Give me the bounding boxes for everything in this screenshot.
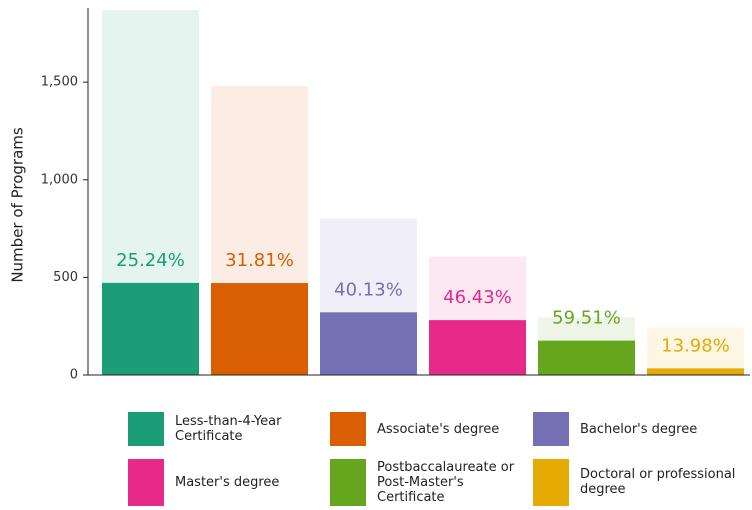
y-tick-label: 0 (70, 368, 78, 383)
legend-item: Doctoral or professional degree (533, 458, 750, 506)
bar (647, 368, 744, 375)
legend-item: Associate's degree (330, 412, 537, 446)
percent-label: 25.24% (116, 250, 185, 271)
percent-label: 40.13% (334, 279, 403, 300)
legend-swatch (533, 412, 569, 446)
percent-label: 46.43% (443, 287, 512, 308)
legend-label: Master's degree (175, 474, 280, 490)
chart: Number of Programs 0 500 1,000 1,500 25.24% 3… (9, 8, 750, 383)
y-tick-label: 500 (53, 270, 78, 285)
legend-swatch (330, 412, 366, 446)
legend-swatch (533, 458, 569, 506)
legend-swatch (128, 412, 164, 446)
legend-item: Less-than-4-Year Certificate (128, 412, 315, 446)
bar (320, 312, 417, 375)
bar (102, 282, 199, 375)
legend-item: Postbaccalaureate or Post-Master's Certi… (330, 458, 517, 506)
percent-label: 13.98% (661, 335, 730, 356)
legend-label: Less-than-4-Year Certificate (175, 414, 282, 444)
legend-item: Master's degree (128, 458, 315, 506)
legend-item: Bachelor's degree (533, 412, 750, 446)
total-bar (647, 327, 744, 375)
bar (429, 320, 526, 375)
legend-swatch (330, 458, 366, 506)
percent-label: 59.51% (552, 308, 621, 329)
legend-label: Associate's degree (377, 421, 500, 437)
y-axis-label: Number of Programs (9, 127, 27, 283)
y-tick-label: 1,500 (41, 75, 78, 90)
legend-label: Bachelor's degree (580, 421, 698, 437)
legend-label: Postbaccalaureate or Post-Master's Certi… (377, 459, 515, 505)
bar (538, 340, 635, 375)
percent-label: 31.81% (225, 250, 294, 271)
legend-label: Doctoral or professional degree (580, 467, 736, 497)
legend-swatch (128, 458, 164, 506)
bar (211, 283, 308, 375)
y-tick-label: 1,000 (41, 172, 78, 187)
